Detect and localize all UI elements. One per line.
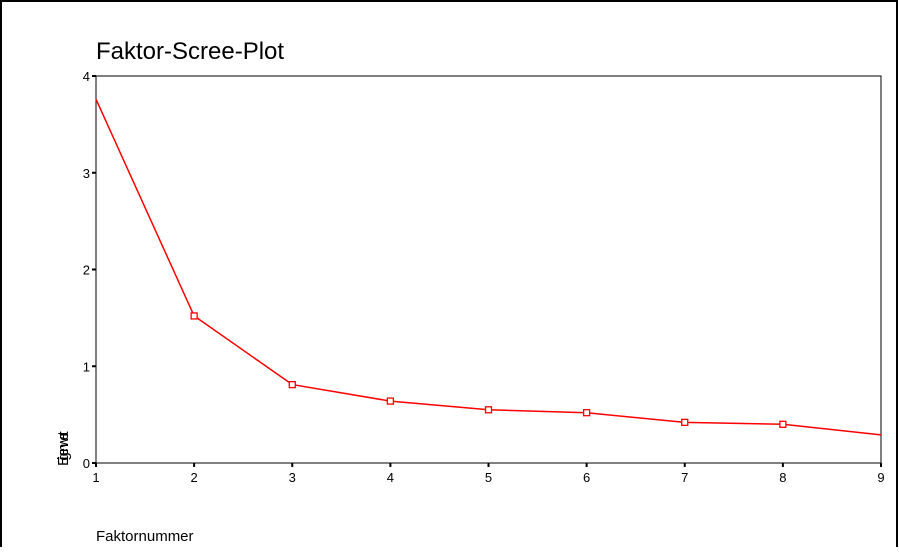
data-point-marker (779, 420, 787, 428)
x-tick-label: 9 (877, 470, 884, 485)
x-tick-label: 7 (681, 470, 688, 485)
data-point-marker (484, 406, 493, 414)
y-tick-label: 2 (83, 263, 90, 278)
y-tick-label: 3 (83, 166, 90, 181)
y-axis-label: Eigenwert (55, 430, 72, 466)
data-point-marker (386, 397, 395, 405)
y-tick-label: 4 (83, 69, 90, 84)
series-layer (95, 98, 882, 436)
x-tick-label: 6 (583, 470, 590, 485)
x-tick-label: 4 (387, 470, 394, 485)
x-tick-label: 2 (191, 470, 198, 485)
x-tick-label: 5 (485, 470, 492, 485)
x-tick-label: 3 (289, 470, 296, 485)
data-point-marker (681, 418, 689, 427)
chart-title: Faktor-Scree-Plot (96, 38, 284, 65)
x-tick-label: 8 (779, 470, 786, 485)
data-point-marker (582, 409, 591, 417)
y-tick-label: 1 (83, 359, 90, 374)
data-point-marker (190, 312, 198, 320)
x-tick-label: 1 (92, 470, 99, 485)
data-point-marker (288, 380, 296, 389)
x-axis: 1 2 3 4 5 6 7 8 9 (92, 463, 885, 485)
x-axis-label: Faktornummer (96, 528, 194, 545)
y-tick-label: 0 (83, 456, 90, 471)
